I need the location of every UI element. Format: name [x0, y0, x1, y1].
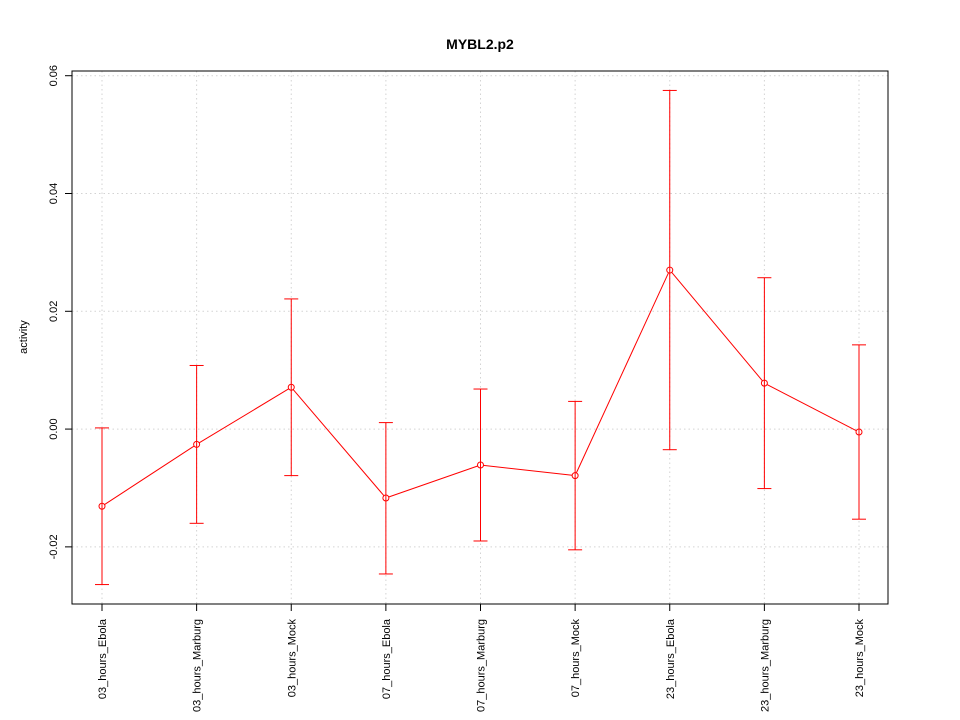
x-tick-label: 03_hours_Mock [286, 619, 298, 698]
x-axis: 03_hours_Ebola 03_hours_Marburg 03_hours_M… [97, 604, 866, 712]
x-tick-label: 07_hours_Marburg [476, 619, 488, 712]
x-tick-label: 23_hours_Marburg [759, 619, 771, 712]
series-line [483, 464, 573, 476]
series-line [671, 272, 763, 382]
x-tick-label: 23_hours_Mock [854, 619, 866, 698]
plot-frame [71, 70, 889, 605]
series [95, 89, 866, 586]
series-line [575, 272, 669, 474]
y-tick-label: 0.02 [48, 301, 60, 322]
data-point [382, 494, 390, 502]
y-tick-label: 0.00 [48, 418, 60, 439]
data-point [193, 440, 201, 448]
data-point [571, 472, 579, 480]
y-tick-label: -0.02 [48, 534, 60, 559]
data-point [287, 383, 295, 391]
x-tick-label: 07_hours_Mock [570, 619, 582, 698]
series-line [388, 465, 478, 498]
series-line [198, 388, 289, 444]
chart-title: MYBL2.p2 [446, 36, 514, 52]
x-tick-label: 23_hours_Ebola [665, 618, 677, 699]
y-axis-label: activity [18, 320, 30, 354]
data-point [760, 379, 768, 387]
x-tick-label: 03_hours_Marburg [192, 619, 204, 712]
x-tick-label: 07_hours_Ebola [381, 618, 393, 699]
series-line [292, 389, 385, 497]
data-point [666, 266, 674, 274]
data-point [98, 502, 106, 510]
x-tick-label: 03_hours_Ebola [97, 618, 109, 699]
data-point [855, 428, 863, 436]
series-line [766, 384, 857, 432]
data-point [477, 461, 484, 469]
y-tick-label: 0.06 [48, 65, 60, 86]
y-tick-label: 0.04 [48, 183, 60, 204]
series-line [104, 445, 195, 506]
y-axis: -0.02 0.00 0.02 0.04 0.06 [48, 65, 72, 559]
